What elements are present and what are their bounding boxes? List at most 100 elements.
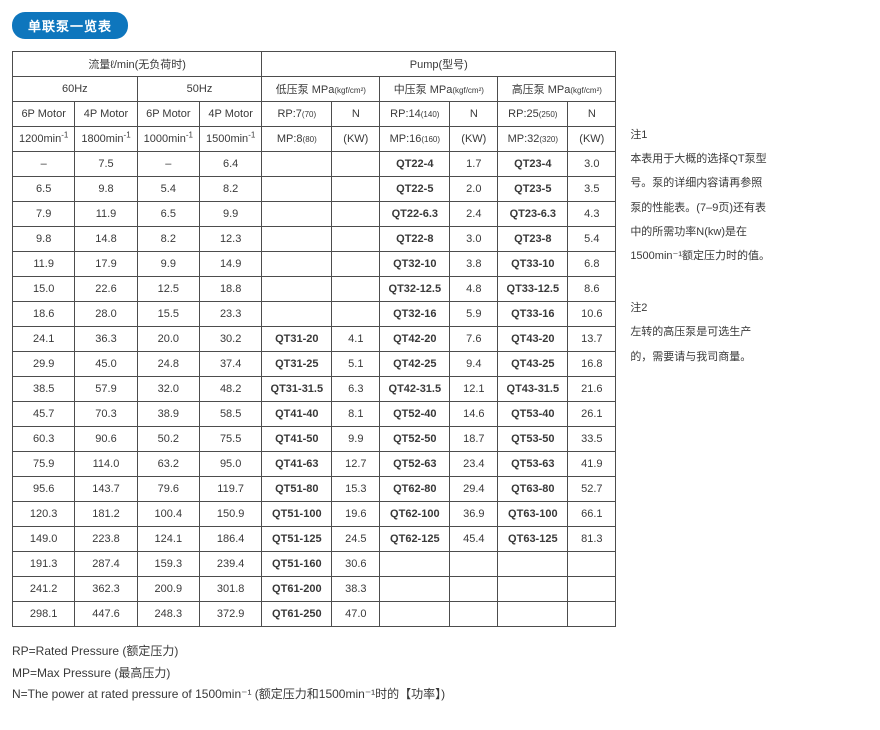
table-cell: 52.7	[568, 477, 616, 502]
table-cell	[450, 577, 498, 602]
table-cell: 50.2	[137, 427, 199, 452]
table-cell: –	[13, 152, 75, 177]
table-cell: 8.6	[568, 277, 616, 302]
table-row: 18.628.015.523.3QT32-165.9QT33-1610.6	[13, 302, 616, 327]
table-row: 15.022.612.518.8QT32-12.54.8QT33-12.58.6	[13, 277, 616, 302]
rpm-1000-header: 1000min-1	[137, 127, 199, 152]
pump-group-header: Pump(型号)	[262, 52, 616, 77]
table-cell: 32.0	[137, 377, 199, 402]
legend-rp: RP=Rated Pressure (额定压力)	[12, 641, 616, 663]
note1-body: 本表用于大概的选择QT泵型号。泵的详细内容请再参照泵的性能表。(7–9页)还有表…	[630, 147, 770, 268]
table-cell	[262, 177, 332, 202]
table-cell: QT62-125	[380, 527, 450, 552]
high-pump-header: 高压泵 MPa(kgf/cm²)	[498, 77, 616, 102]
table-cell: 58.5	[199, 402, 261, 427]
table-row: 38.557.932.048.2QT31-31.56.3QT42-31.512.…	[13, 377, 616, 402]
table-cell: 36.3	[75, 327, 137, 352]
table-cell	[332, 202, 380, 227]
mp-low-header: MP:8(80)	[262, 127, 332, 152]
table-row: 75.9114.063.295.0QT41-6312.7QT52-6323.4Q…	[13, 452, 616, 477]
table-cell: 287.4	[75, 552, 137, 577]
table-cell: 38.5	[13, 377, 75, 402]
table-cell: QT41-40	[262, 402, 332, 427]
table-cell: 9.9	[137, 252, 199, 277]
table-cell: 19.6	[332, 502, 380, 527]
table-cell: 45.7	[13, 402, 75, 427]
table-cell: 57.9	[75, 377, 137, 402]
table-cell: QT22-8	[380, 227, 450, 252]
table-cell: 12.7	[332, 452, 380, 477]
table-row: 120.3181.2100.4150.9QT51-10019.6QT62-100…	[13, 502, 616, 527]
table-cell	[332, 277, 380, 302]
table-row: 6.59.85.48.2QT22-52.0QT23-53.5	[13, 177, 616, 202]
table-cell: 29.4	[450, 477, 498, 502]
table-cell: 3.0	[450, 227, 498, 252]
table-cell: 41.9	[568, 452, 616, 477]
hz60-header: 60Hz	[13, 77, 138, 102]
table-cell: 2.4	[450, 202, 498, 227]
motor-4p-header: 4P Motor	[75, 102, 137, 127]
table-cell: 60.3	[13, 427, 75, 452]
table-row: 29.945.024.837.4QT31-255.1QT42-259.4QT43…	[13, 352, 616, 377]
table-cell: 143.7	[75, 477, 137, 502]
table-cell: 12.3	[199, 227, 261, 252]
table-row: 24.136.320.030.2QT31-204.1QT42-207.6QT43…	[13, 327, 616, 352]
table-container: 流量ℓ/min(无负荷时) Pump(型号) 60Hz 50Hz 低压泵 MPa…	[12, 51, 616, 706]
rp-high-header: RP:25(250)	[498, 102, 568, 127]
table-cell: QT52-63	[380, 452, 450, 477]
table-cell: 200.9	[137, 577, 199, 602]
table-cell: QT51-80	[262, 477, 332, 502]
table-cell: 6.8	[568, 252, 616, 277]
table-cell: 5.4	[137, 177, 199, 202]
table-cell	[498, 552, 568, 577]
table-cell: 24.5	[332, 527, 380, 552]
table-cell: QT33-16	[498, 302, 568, 327]
table-cell: 11.9	[75, 202, 137, 227]
table-row: 191.3287.4159.3239.4QT51-16030.6	[13, 552, 616, 577]
table-cell: 298.1	[13, 602, 75, 627]
table-cell: 16.8	[568, 352, 616, 377]
table-cell: 1.7	[450, 152, 498, 177]
table-cell: 9.4	[450, 352, 498, 377]
table-row: 9.814.88.212.3QT22-83.0QT23-85.4	[13, 227, 616, 252]
pump-table-body: –7.5–6.4QT22-41.7QT23-43.06.59.85.48.2QT…	[13, 152, 616, 627]
table-cell: 6.5	[137, 202, 199, 227]
table-cell: 7.6	[450, 327, 498, 352]
table-cell: 17.9	[75, 252, 137, 277]
table-cell: QT52-50	[380, 427, 450, 452]
kw-low-header: (KW)	[332, 127, 380, 152]
side-notes: 注1 本表用于大概的选择QT泵型号。泵的详细内容请再参照泵的性能表。(7–9页)…	[630, 51, 770, 369]
table-cell	[380, 577, 450, 602]
table-cell: 6.3	[332, 377, 380, 402]
note2-body: 左转的高压泵是可选生产的，需要请与我司商量。	[630, 320, 770, 368]
table-cell: 28.0	[75, 302, 137, 327]
table-cell: 4.3	[568, 202, 616, 227]
n-high-header: N	[568, 102, 616, 127]
table-cell: 79.6	[137, 477, 199, 502]
table-cell: QT52-40	[380, 402, 450, 427]
rp-low-header: RP:7(70)	[262, 102, 332, 127]
section-badge: 单联泵一览表	[12, 12, 128, 39]
table-cell: 48.2	[199, 377, 261, 402]
table-cell: QT22-5	[380, 177, 450, 202]
table-cell: QT63-125	[498, 527, 568, 552]
table-cell: 181.2	[75, 502, 137, 527]
table-cell: 37.4	[199, 352, 261, 377]
table-cell: 186.4	[199, 527, 261, 552]
n-mid-header: N	[450, 102, 498, 127]
mp-mid-header: MP:16(160)	[380, 127, 450, 152]
table-cell: 45.4	[450, 527, 498, 552]
table-cell: 3.0	[568, 152, 616, 177]
table-cell: 120.3	[13, 502, 75, 527]
table-cell: 7.5	[75, 152, 137, 177]
table-cell: 18.8	[199, 277, 261, 302]
table-cell: 100.4	[137, 502, 199, 527]
table-cell: 36.9	[450, 502, 498, 527]
table-cell	[262, 252, 332, 277]
table-cell: 12.1	[450, 377, 498, 402]
table-cell: 29.9	[13, 352, 75, 377]
table-cell: QT32-12.5	[380, 277, 450, 302]
table-cell: QT41-63	[262, 452, 332, 477]
rpm-1500-header: 1500min-1	[199, 127, 261, 152]
table-row: 7.911.96.59.9QT22-6.32.4QT23-6.34.3	[13, 202, 616, 227]
